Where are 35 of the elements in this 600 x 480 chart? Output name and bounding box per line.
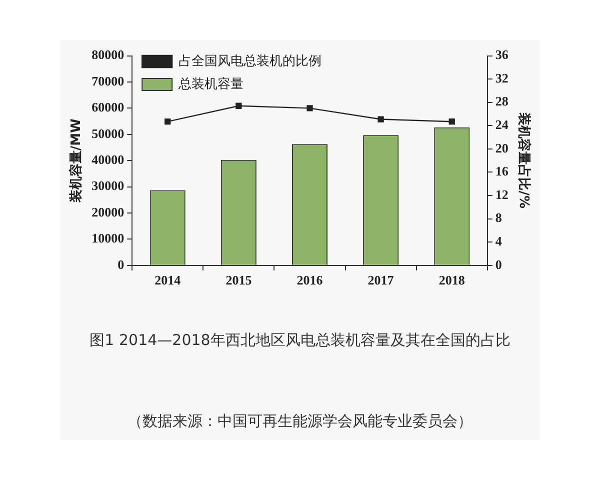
x-tick-label: 2017 [368, 272, 394, 288]
y-tick-label: 40000 [92, 152, 124, 167]
y-tick-label: 80000 [92, 47, 124, 62]
x-tick-label: 2014 [154, 272, 182, 288]
text: （数据来源：中国可再生能源学会风能专业委员会） [126, 412, 474, 431]
legend-label: 总装机容量 [178, 76, 244, 92]
y2-tick-label: 32 [495, 70, 508, 86]
y-tick-label: 10000 [92, 230, 124, 246]
y-tick-label: 50000 [92, 126, 124, 141]
y-tick-label: 0 [118, 256, 124, 272]
y2-tick-label: 24 [495, 117, 509, 132]
point [236, 102, 242, 109]
y-axis-title: 装机容量/MW [68, 118, 84, 204]
y2-tick-label: 28 [495, 94, 509, 109]
y-tick-label: 70000 [92, 73, 124, 88]
point [306, 105, 313, 112]
text: 图1 2014—2018年西北地区风电总装机容量及其在全国的占比 [90, 330, 510, 349]
x-tick-label: 2015 [226, 272, 252, 288]
point [448, 118, 455, 125]
legend-label: 占全国风电总装机的比例 [178, 54, 322, 69]
y-tick-label: 60000 [92, 100, 124, 115]
point [378, 116, 384, 122]
y2-tick-label: 12 [495, 186, 508, 202]
y-tick-label: 30000 [92, 178, 124, 194]
x-tick-label: 2018 [438, 272, 466, 288]
point [164, 118, 171, 125]
x-tick-label: 2016 [296, 272, 324, 288]
y2-tick-label: 20 [495, 140, 508, 156]
y2-axis-title: 装机容量占比/% [516, 112, 532, 208]
y2-tick-label: 16 [495, 164, 509, 179]
y-tick-label: 20000 [92, 204, 124, 220]
y2-tick-label: 4 [495, 233, 502, 248]
y2-tick-label: 8 [495, 210, 502, 226]
y2-tick-label: 36 [495, 47, 509, 62]
y2-tick-label: 0 [495, 256, 502, 272]
